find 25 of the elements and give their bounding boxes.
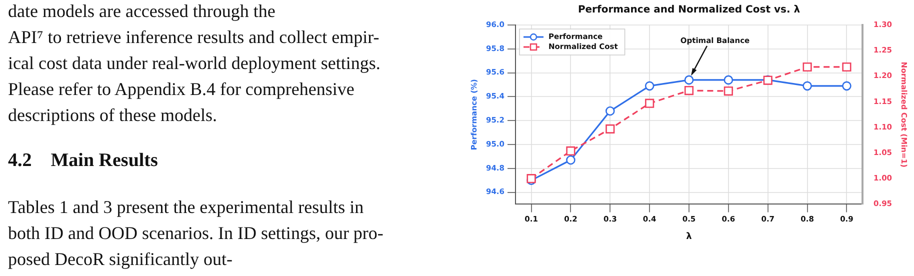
text: posed DecoR significantly out- — [8, 248, 232, 270]
point — [566, 155, 576, 165]
point — [566, 146, 576, 156]
point — [605, 106, 615, 116]
text: date models are accessed through the — [8, 0, 276, 22]
point — [724, 75, 734, 85]
point — [802, 62, 812, 72]
text: 4.2 Main Results — [8, 150, 158, 172]
point — [802, 81, 812, 91]
text: both ID and OOD scenarios. In ID settings, our pro- — [8, 222, 384, 244]
point — [606, 124, 615, 134]
chart-title: Performance and Normalized Cost vs. λ — [578, 4, 801, 16]
text: ical cost data under real-world deployment settings. — [8, 52, 380, 74]
text: Tables 1 and 3 present the experimental results in — [8, 196, 364, 218]
text: API⁷ to retrieve inference results and collect empir- — [8, 26, 380, 48]
text: Please refer to Appendix B.4 for comprehensive — [8, 78, 354, 100]
point — [644, 81, 654, 91]
point — [724, 86, 733, 96]
point — [645, 98, 654, 108]
x-axis-title: λ — [686, 232, 692, 242]
point — [684, 86, 694, 96]
point — [842, 81, 852, 91]
point — [684, 75, 694, 85]
point — [842, 62, 852, 72]
text: descriptions of these models. — [8, 104, 217, 126]
